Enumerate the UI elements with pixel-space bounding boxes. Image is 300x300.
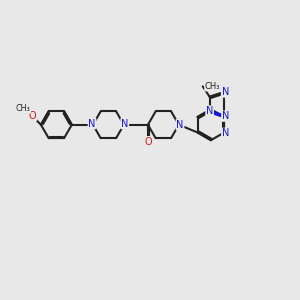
Text: O: O: [29, 110, 36, 121]
Text: O: O: [145, 137, 152, 147]
Text: N: N: [222, 128, 229, 138]
Text: CH₃: CH₃: [205, 82, 220, 91]
Text: N: N: [222, 111, 229, 121]
Text: N: N: [206, 106, 213, 116]
Text: CH₃: CH₃: [16, 104, 31, 113]
Text: N: N: [176, 120, 184, 130]
Text: N: N: [221, 87, 229, 97]
Text: N: N: [88, 118, 96, 128]
Text: N: N: [121, 118, 128, 128]
